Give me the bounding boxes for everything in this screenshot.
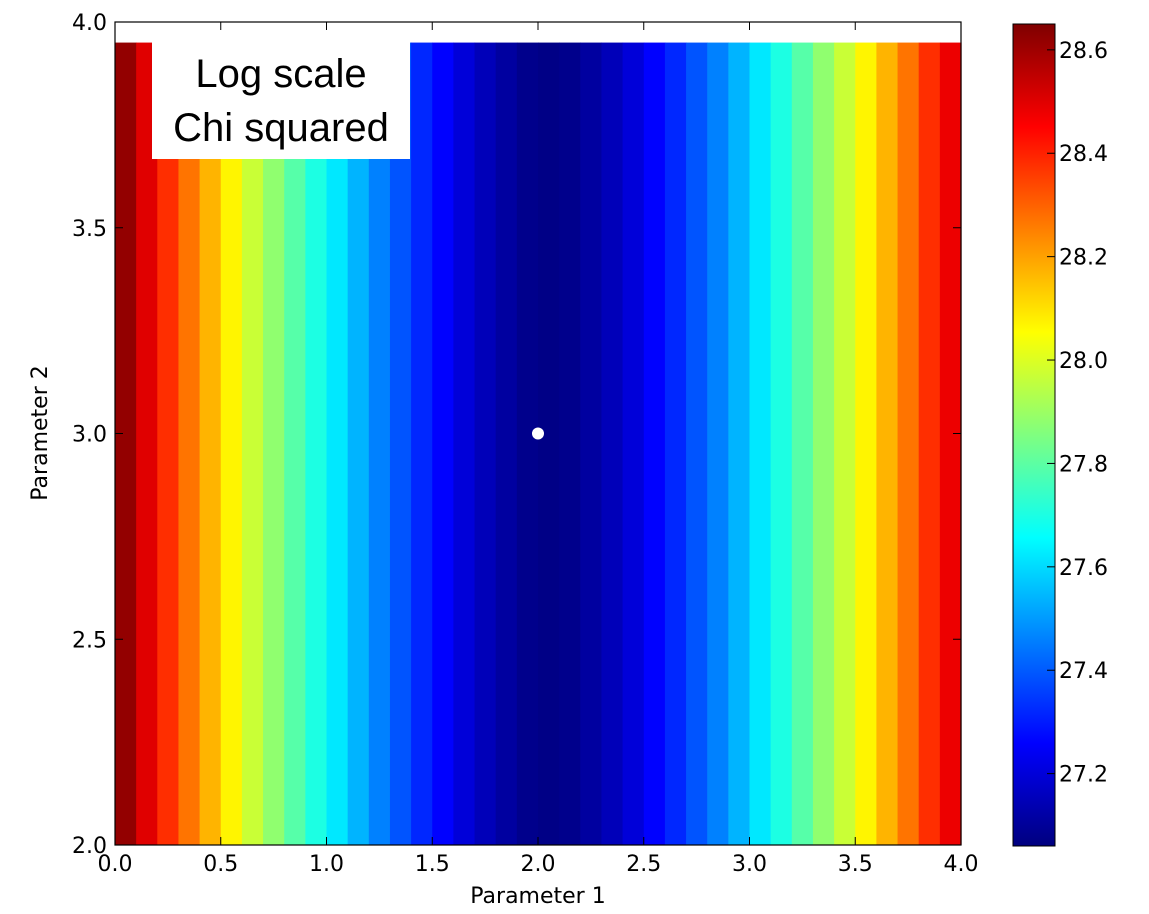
heatmap-cell [770,42,793,845]
x-tick-label: 3.5 [838,852,873,877]
heatmap-cell [538,42,560,845]
heatmap-cell [728,42,751,845]
heatmap-cell [136,42,158,845]
heatmap-cell [326,42,349,845]
heatmap-cell [939,42,962,845]
x-axis-label: Parameter 1 [470,884,605,909]
heatmap-cell [389,42,412,845]
heatmap-cell [178,42,201,845]
x-tick-label: 2.0 [521,852,556,877]
colorbar-tick-label: 27.6 [1059,556,1108,581]
annotation-line-2: Chi squared [173,106,389,150]
colorbar-tick-label: 27.4 [1059,659,1108,684]
y-tick-label: 2.5 [72,628,107,653]
x-axis-ticks: 0.0 0.5 1.0 1.5 2.0 2.5 3.0 3.5 4.0 [98,22,979,877]
heatmap-cell [686,42,708,845]
heatmap-cell [368,42,391,845]
y-axis-label: Parameter 2 [28,365,53,500]
x-tick-label: 0.0 [98,852,133,877]
heatmap-cell [432,42,454,845]
colorbar-tick-label: 28.2 [1059,246,1108,271]
heatmap-cell [601,42,624,845]
annotation-box: Log scale Chi squared [152,40,410,159]
heatmap-cell [220,42,243,845]
heatmap-cell [516,42,539,845]
y-axis-ticks: 2.0 2.5 3.0 3.5 4.0 [72,11,961,859]
heatmap-cell [284,42,306,845]
x-tick-label: 1.5 [415,852,450,877]
heatmap-cell [707,42,729,845]
heatmap-cell [411,42,433,845]
heatmap-cell [791,42,814,845]
y-tick-label: 3.5 [72,217,107,242]
x-tick-label: 4.0 [944,852,979,877]
heatmap-cell [157,42,180,845]
colorbar-ticks: 27.2 27.4 27.6 27.8 28.0 28.2 28.4 28.6 [1047,39,1108,788]
x-tick-label: 3.0 [732,852,767,877]
y-tick-label: 3.0 [72,423,107,448]
heatmap-cell [347,42,370,845]
y-tick-label: 2.0 [72,834,107,859]
heatmap-cell [664,42,687,845]
heatmap-cell [305,42,328,845]
heatmap-cell [474,42,497,845]
heatmap-cell [580,42,603,845]
colorbar-tick-label: 27.2 [1059,763,1108,788]
heatmap-cell [897,42,920,845]
heatmap-cell [115,42,137,845]
heatmap-cell [622,42,645,845]
colorbar-tick-label: 27.8 [1059,452,1108,477]
heatmap-cell [876,42,899,845]
x-tick-label: 0.5 [203,852,238,877]
heatmap-cell [453,42,476,845]
x-tick-label: 2.5 [626,852,661,877]
y-tick-label: 4.0 [72,11,107,36]
x-tick-label: 1.0 [309,852,344,877]
heatmap-cells [115,42,962,845]
colorbar-gradient [1012,23,1056,847]
heatmap-cell [749,42,772,845]
heatmap-cell [918,42,941,845]
heatmap-cell [559,42,581,845]
heatmap-cell [495,42,518,845]
heatmap-cell [199,42,222,845]
heatmap-cell [834,42,856,845]
heatmap-cell [643,42,666,845]
colorbar-tick-label: 28.4 [1059,142,1108,167]
annotation-line-1: Log scale [195,52,366,96]
heatmap-cell [855,42,877,845]
heatmap-cell [812,42,835,845]
best-fit-marker [532,427,544,440]
colorbar: 27.2 27.4 27.6 27.8 28.0 28.2 28.4 28.6 [1012,23,1108,847]
colorbar-tick-label: 28.6 [1059,39,1108,64]
colorbar-tick-label: 28.0 [1059,349,1108,374]
heatmap-cell [241,42,264,845]
heatmap-cell [263,42,285,845]
